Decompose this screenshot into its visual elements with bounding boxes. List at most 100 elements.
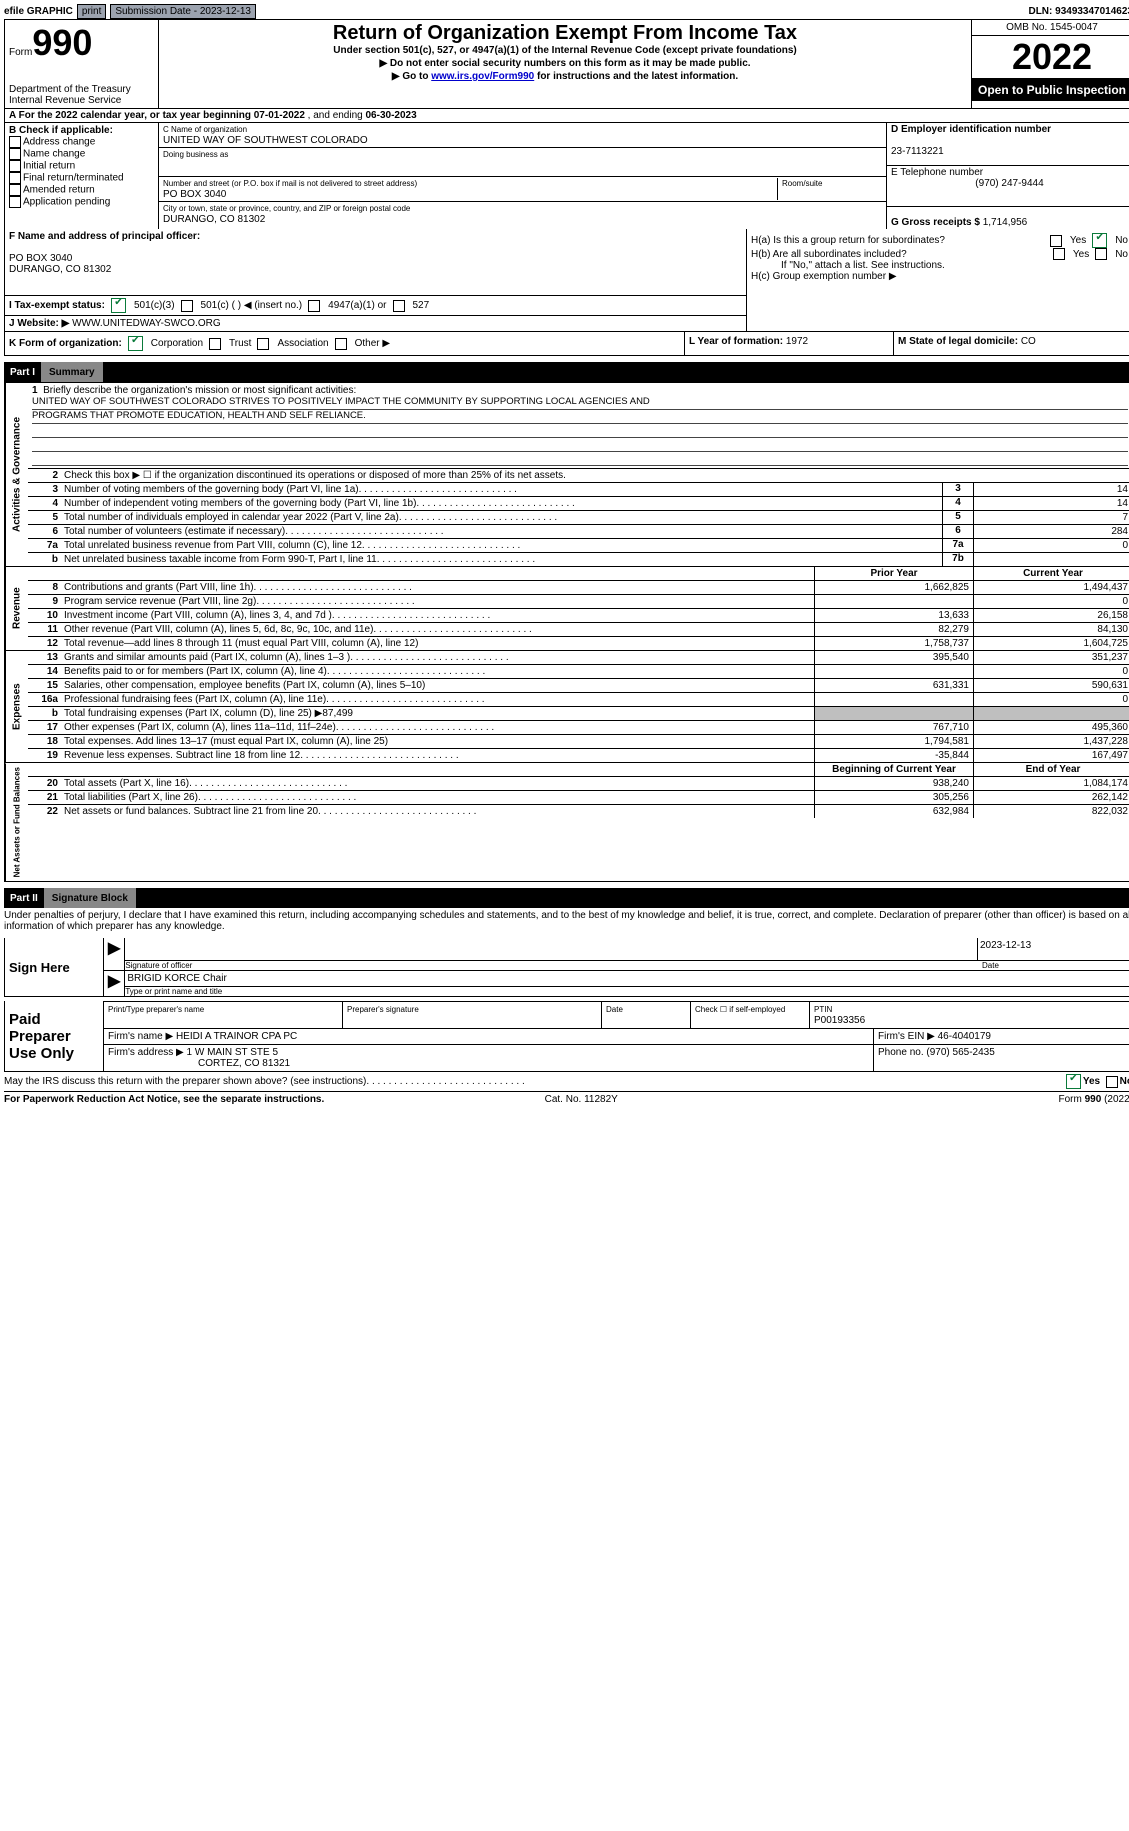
sign-here-label: Sign Here — [5, 938, 104, 996]
chk-501c[interactable] — [181, 300, 193, 312]
p10: 13,633 — [814, 609, 973, 622]
chk-other[interactable] — [335, 338, 347, 350]
chk-hb-yes[interactable] — [1053, 248, 1065, 260]
prep-sig-lbl: Preparer's signature — [347, 1005, 419, 1014]
header-sub1: Under section 501(c), 527, or 4947(a)(1)… — [165, 45, 965, 56]
page-footer: For Paperwork Reduction Act Notice, see … — [4, 1091, 1129, 1105]
part1-body: Activities & Governance 1 Briefly descri… — [4, 382, 1129, 567]
firm-addr2: CORTEZ, CO 81321 — [108, 1058, 290, 1069]
l17: Other expenses (Part IX, column (A), lin… — [64, 722, 336, 733]
line5-txt: Total number of individuals employed in … — [64, 512, 399, 523]
rowK-lbl: K Form of organization: — [9, 338, 122, 349]
org-name-lbl: C Name of organization — [163, 125, 247, 134]
line3-val: 14 — [973, 483, 1129, 496]
l19: Revenue less expenses. Subtract line 18 … — [64, 750, 300, 761]
p15: 631,331 — [814, 679, 973, 692]
chk-hb-no[interactable] — [1095, 248, 1107, 260]
officer-signature-line[interactable] — [125, 938, 977, 961]
sidetab-activities: Activities & Governance — [5, 383, 28, 566]
line4-txt: Number of independent voting members of … — [64, 498, 416, 509]
submission-date-button[interactable]: Submission Date - 2023-12-13 — [110, 4, 256, 19]
chk-address-change[interactable] — [9, 136, 21, 148]
chk-trust[interactable] — [209, 338, 221, 350]
chk-501c3[interactable] — [111, 298, 126, 313]
chk-may-yes[interactable] — [1066, 1074, 1081, 1089]
lbl-ha-no: No — [1115, 235, 1128, 246]
l16b-pre: Total fundraising expenses (Part IX, col… — [64, 708, 322, 719]
chk-corp[interactable] — [128, 336, 143, 351]
sidetab-revenue: Revenue — [5, 567, 28, 650]
form-header: Form990 Department of the Treasury Inter… — [4, 20, 1129, 109]
chk-final-return[interactable] — [9, 172, 21, 184]
c16a: 0 — [973, 693, 1129, 706]
chk-app-pending[interactable] — [9, 196, 21, 208]
p22: 632,984 — [814, 805, 973, 818]
c10: 26,158 — [973, 609, 1129, 622]
c13: 351,237 — [973, 651, 1129, 664]
form-word: Form — [9, 47, 32, 58]
l20: Total assets (Part X, line 16) — [64, 778, 189, 789]
type-print-lbl: Type or print name and title — [125, 987, 1129, 996]
mission-line1: UNITED WAY OF SOUTHWEST COLORADO STRIVES… — [32, 396, 1128, 410]
p19: -35,844 — [814, 749, 973, 762]
firm-addr-lbl: Firm's address ▶ — [108, 1047, 184, 1058]
phone-val: (970) 247-9444 — [891, 178, 1128, 189]
lbl-hb-no: No — [1115, 249, 1128, 260]
rowJ-lbl: J Website: ▶ — [9, 318, 69, 329]
col-prior: Prior Year — [814, 567, 973, 580]
ha-lbl: H(a) Is this a group return for subordin… — [751, 235, 1044, 246]
may-lbl: May the IRS discuss this return with the… — [4, 1076, 366, 1087]
c9: 0 — [973, 595, 1129, 608]
header-sub3-post: for instructions and the latest informat… — [534, 71, 738, 82]
c20: 1,084,174 — [973, 777, 1129, 790]
part1-netassets: Net Assets or Fund Balances Beginning of… — [4, 763, 1129, 882]
chk-assoc[interactable] — [257, 338, 269, 350]
part1-revenue: Revenue Prior YearCurrent Year 8Contribu… — [4, 567, 1129, 651]
rowA-begin: 07-01-2022 — [254, 110, 305, 121]
lbl-final-return: Final return/terminated — [23, 173, 124, 184]
chk-ha-yes[interactable] — [1050, 235, 1062, 247]
c17: 495,360 — [973, 721, 1129, 734]
phone-lbl: E Telephone number — [891, 167, 983, 178]
rowL-lbl: L Year of formation: — [689, 336, 783, 347]
rowI-lbl: I Tax-exempt status: — [9, 300, 105, 311]
chk-ha-no[interactable] — [1092, 233, 1107, 248]
firm-phone-val: (970) 565-2435 — [926, 1047, 994, 1058]
chk-amended[interactable] — [9, 184, 21, 196]
lbl-corp: Corporation — [151, 338, 203, 349]
rowA-end: 06-30-2023 — [366, 110, 417, 121]
room-lbl: Room/suite — [782, 179, 822, 188]
lbl-initial-return: Initial return — [23, 161, 75, 172]
print-button[interactable]: print — [77, 4, 106, 19]
check-self-lbl: Check ☐ if self-employed — [695, 1005, 785, 1014]
sidetab-netassets: Net Assets or Fund Balances — [5, 763, 28, 881]
col-endy: End of Year — [973, 763, 1129, 776]
firm-name-val: HEIDI A TRAINOR CPA PC — [176, 1031, 297, 1042]
instructions-link[interactable]: www.irs.gov/Form990 — [431, 71, 534, 82]
chk-name-change[interactable] — [9, 148, 21, 160]
hc-lbl: H(c) Group exemption number ▶ — [751, 271, 1128, 282]
l15: Salaries, other compensation, employee b… — [64, 680, 425, 691]
line7a-val: 0 — [973, 539, 1129, 552]
chk-527[interactable] — [393, 300, 405, 312]
paid-preparer-block: Paid Preparer Use Only Print/Type prepar… — [4, 1001, 1129, 1072]
chk-initial-return[interactable] — [9, 160, 21, 172]
p16a — [814, 693, 973, 706]
line7b-txt: Net unrelated business taxable income fr… — [64, 554, 377, 565]
blockF-line1: PO BOX 3040 — [9, 253, 72, 264]
lbl-ha-yes: Yes — [1070, 235, 1086, 246]
line2: Check this box ▶ ☐ if the organization d… — [62, 469, 1129, 482]
part2-header: Part II Signature Block — [4, 888, 1129, 908]
chk-may-no[interactable] — [1106, 1076, 1118, 1088]
p17: 767,710 — [814, 721, 973, 734]
l9: Program service revenue (Part VIII, line… — [64, 596, 256, 607]
c19: 167,497 — [973, 749, 1129, 762]
website-val: WWW.UNITEDWAY-SWCO.ORG — [72, 318, 221, 329]
prep-date-lbl: Date — [606, 1005, 623, 1014]
p16b — [814, 707, 973, 720]
col-begcy: Beginning of Current Year — [814, 763, 973, 776]
form-title: Return of Organization Exempt From Incom… — [165, 22, 965, 45]
rowA-mid: , and ending — [305, 110, 366, 121]
chk-4947[interactable] — [308, 300, 320, 312]
p21: 305,256 — [814, 791, 973, 804]
